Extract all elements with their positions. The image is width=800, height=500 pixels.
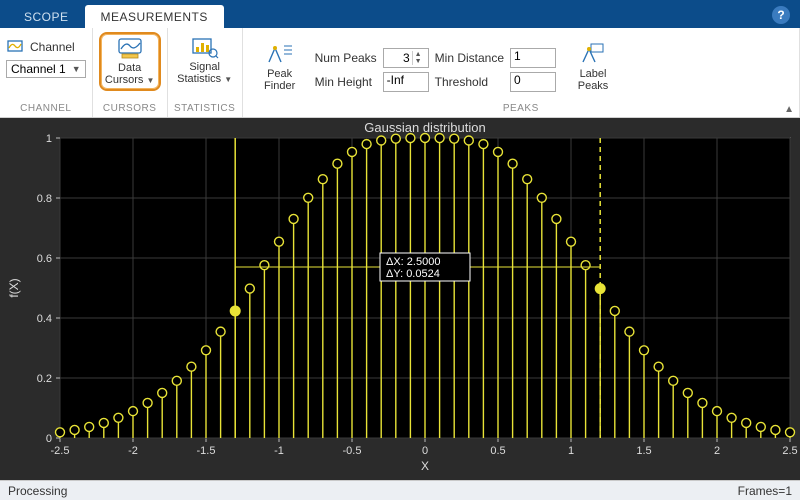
status-left: Processing bbox=[8, 484, 67, 498]
threshold-label: Threshold bbox=[435, 75, 504, 89]
min-distance-field[interactable] bbox=[510, 48, 556, 68]
min-distance-label: Min Distance bbox=[435, 51, 504, 65]
data-cursors-label: Data Cursors ▼ bbox=[105, 62, 155, 87]
ribbon: Channel Channel 1 ▼ CHANNEL Data Cursors… bbox=[0, 28, 800, 118]
svg-text:0.2: 0.2 bbox=[37, 373, 52, 385]
num-peaks-field[interactable]: ▲▼ bbox=[383, 48, 429, 68]
threshold-field[interactable] bbox=[510, 72, 556, 92]
section-caption-channel: CHANNEL bbox=[6, 101, 86, 117]
min-height-field[interactable] bbox=[383, 72, 429, 92]
help-icon[interactable]: ? bbox=[772, 6, 790, 24]
chevron-down-icon: ▼ bbox=[224, 75, 232, 84]
svg-text:1.5: 1.5 bbox=[636, 445, 651, 457]
threshold-input[interactable] bbox=[511, 73, 551, 87]
svg-text:-2.5: -2.5 bbox=[51, 445, 70, 457]
data-cursors-icon bbox=[116, 36, 144, 60]
svg-text:-0.5: -0.5 bbox=[343, 445, 362, 457]
spinner-down-icon[interactable]: ▼ bbox=[413, 58, 424, 65]
status-bar: Processing Frames=1 bbox=[0, 480, 800, 500]
section-caption-cursors: CURSORS bbox=[99, 101, 161, 117]
num-peaks-input[interactable] bbox=[384, 51, 412, 65]
chevron-down-icon: ▼ bbox=[72, 64, 81, 74]
svg-text:-1.5: -1.5 bbox=[197, 445, 216, 457]
channel-select[interactable]: Channel 1 ▼ bbox=[6, 60, 86, 78]
peak-finder-label: Peak Finder bbox=[264, 68, 295, 92]
plot-area[interactable]: -2.5 -2 -1.5 -1 -0.5 0 0.5 1 1.5 2 2.5 0 0.2 0.4 0.6 0.… bbox=[0, 118, 800, 480]
svg-text:1: 1 bbox=[568, 445, 574, 457]
signal-statistics-icon bbox=[191, 35, 219, 59]
svg-text:Gaussian distribution: Gaussian distribution bbox=[364, 120, 485, 135]
svg-text:f(X): f(X) bbox=[7, 278, 21, 297]
ribbon-collapse-icon[interactable]: ▲ bbox=[784, 104, 794, 115]
peak-finder-icon bbox=[266, 42, 294, 66]
min-distance-input[interactable] bbox=[511, 49, 551, 63]
svg-text:0.8: 0.8 bbox=[37, 193, 52, 205]
data-cursors-button[interactable]: Data Cursors ▼ bbox=[99, 32, 161, 91]
svg-text:2.5: 2.5 bbox=[782, 445, 797, 457]
signal-statistics-button[interactable]: Signal Statistics ▼ bbox=[174, 32, 236, 89]
svg-text:0.6: 0.6 bbox=[37, 253, 52, 265]
svg-text:0: 0 bbox=[422, 445, 428, 457]
svg-text:ΔX: 2.5000: ΔX: 2.5000 bbox=[386, 256, 440, 268]
svg-text:0.4: 0.4 bbox=[37, 313, 52, 325]
tab-strip: SCOPE MEASUREMENTS ? bbox=[0, 0, 800, 28]
chevron-down-icon: ▼ bbox=[146, 76, 154, 85]
section-caption-statistics: STATISTICS bbox=[174, 101, 236, 117]
channel-select-value: Channel 1 bbox=[11, 62, 66, 76]
tab-measurements[interactable]: MEASUREMENTS bbox=[85, 5, 224, 28]
svg-text:0: 0 bbox=[46, 433, 52, 445]
channel-icon bbox=[6, 38, 24, 56]
svg-text:X: X bbox=[421, 459, 429, 473]
svg-text:1: 1 bbox=[46, 133, 52, 145]
spinner-up-icon[interactable]: ▲ bbox=[413, 51, 424, 58]
num-peaks-label: Num Peaks bbox=[315, 51, 377, 65]
min-height-label: Min Height bbox=[315, 75, 377, 89]
label-peaks-icon bbox=[579, 42, 607, 66]
svg-text:0.5: 0.5 bbox=[490, 445, 505, 457]
status-right: Frames=1 bbox=[738, 484, 792, 498]
svg-text:-2: -2 bbox=[128, 445, 138, 457]
plot-svg: -2.5 -2 -1.5 -1 -0.5 0 0.5 1 1.5 2 2.5 0 0.2 0.4 0.6 0.… bbox=[0, 118, 800, 480]
tab-scope[interactable]: SCOPE bbox=[8, 5, 85, 28]
label-peaks-label: Label Peaks bbox=[578, 68, 609, 92]
channel-label: Channel bbox=[30, 40, 75, 54]
section-caption-peaks: PEAKS bbox=[249, 101, 793, 117]
svg-text:ΔY: 0.0524: ΔY: 0.0524 bbox=[386, 268, 440, 280]
label-peaks-button[interactable]: Label Peaks bbox=[562, 39, 624, 95]
peak-finder-button[interactable]: Peak Finder bbox=[249, 39, 311, 95]
min-height-input[interactable] bbox=[384, 73, 424, 87]
signal-statistics-label: Signal Statistics ▼ bbox=[177, 61, 232, 86]
svg-text:2: 2 bbox=[714, 445, 720, 457]
svg-text:-1: -1 bbox=[274, 445, 284, 457]
